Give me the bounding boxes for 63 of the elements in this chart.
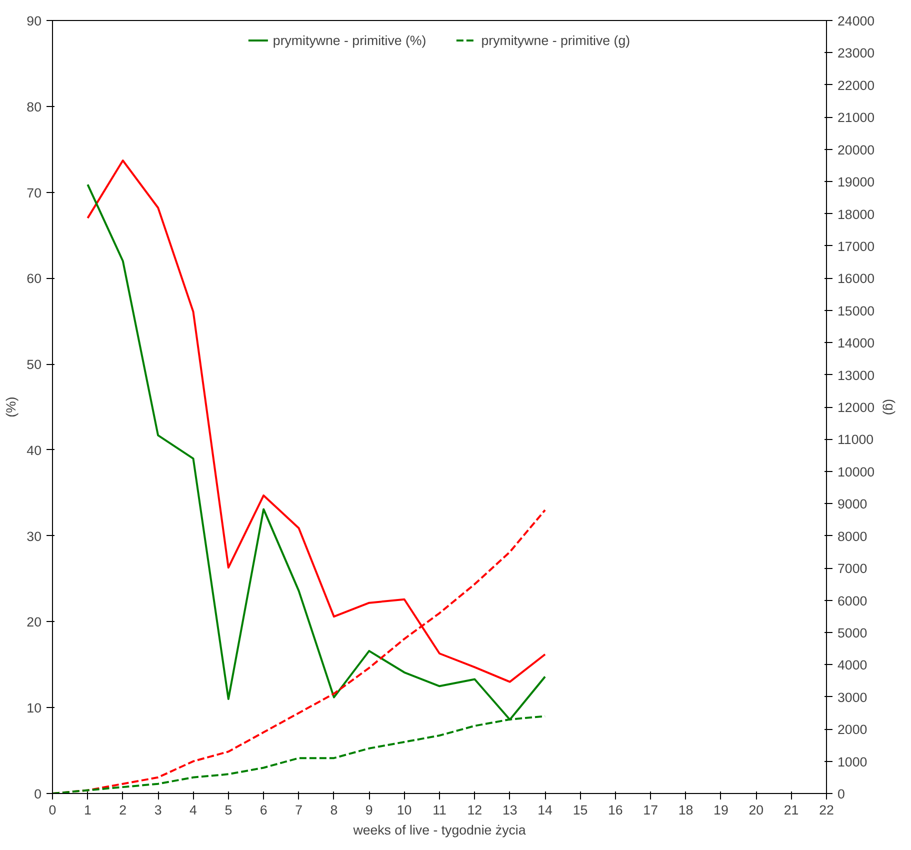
y2-tick-label: 19000 (838, 174, 875, 190)
x-tick-label: 15 (572, 802, 588, 818)
y-tick-label: 10 (26, 700, 42, 716)
y-axis-title: (%) (4, 396, 19, 418)
x-tick-label: 2 (119, 802, 127, 818)
y2-tick-label: 3000 (838, 690, 868, 705)
y2-tick-label: 14000 (838, 336, 875, 351)
y2-tick-label: 20000 (838, 142, 875, 158)
x-tick-label: 21 (784, 802, 799, 818)
x-tick-label: 13 (502, 802, 518, 818)
x-tick-label: 9 (365, 802, 373, 818)
x-tick-label: 22 (819, 802, 834, 818)
y2-tick-label: 6000 (838, 593, 868, 608)
x-tick-label: 16 (608, 802, 623, 818)
x-tick-label: 3 (154, 802, 162, 818)
y2-axis-title: (g) (882, 398, 898, 416)
x-tick-label: 5 (224, 802, 232, 818)
x-tick-label: 10 (396, 802, 412, 818)
y2-tick-label: 7000 (838, 561, 868, 576)
y-tick-label: 80 (26, 99, 42, 114)
y2-tick-label: 18000 (838, 206, 875, 222)
x-tick-label: 17 (643, 802, 658, 818)
y-tick-label: 70 (26, 185, 42, 200)
y-tick-label: 90 (26, 14, 42, 28)
y-tick-label: 30 (26, 528, 42, 544)
y2-tick-label: 4000 (838, 658, 868, 673)
x-tick-label: 4 (190, 802, 198, 818)
legend-label: prymitywne - primitive (%) (272, 32, 426, 48)
x-tick-label: 6 (260, 802, 268, 818)
y2-tick-label: 5000 (838, 625, 868, 640)
y2-tick-label: 8000 (838, 528, 868, 544)
x-tick-label: 18 (678, 802, 694, 818)
y2-tick-label: 16000 (838, 271, 875, 286)
y2-tick-label: 22000 (838, 78, 875, 93)
y2-tick-label: 21000 (838, 110, 875, 126)
x-tick-label: 7 (295, 802, 302, 818)
y2-tick-label: 15000 (838, 303, 875, 318)
y-tick-label: 20 (26, 614, 42, 630)
x-tick-label: 11 (432, 802, 446, 818)
y-tick-label: 50 (26, 357, 42, 372)
y2-tick-label: 17000 (838, 238, 875, 254)
y2-tick-label: 1000 (838, 754, 868, 770)
y-tick-label: 0 (34, 786, 42, 802)
x-tick-label: 0 (48, 802, 56, 818)
y2-tick-label: 11000 (838, 432, 874, 448)
y2-tick-label: 10000 (838, 464, 875, 480)
y2-tick-label: 24000 (838, 14, 875, 28)
y2-tick-label: 9000 (838, 496, 868, 512)
x-tick-label: 1 (84, 802, 92, 818)
legend-label: prymitywne - primitive (g) (481, 32, 630, 48)
x-tick-label: 8 (330, 802, 338, 818)
y2-tick-label: 13000 (838, 368, 875, 383)
y2-tick-label: 23000 (838, 46, 875, 61)
y-tick-label: 60 (26, 271, 42, 286)
x-tick-label: 14 (538, 802, 554, 818)
x-tick-label: 19 (714, 802, 728, 818)
x-tick-label: 20 (748, 802, 764, 818)
x-tick-label: 12 (467, 802, 482, 818)
y2-tick-label: 2000 (838, 722, 868, 738)
x-axis-title: weeks of live - tygodnie życia (352, 822, 526, 838)
y2-tick-label: 0 (838, 786, 845, 802)
y-tick-label: 40 (26, 442, 42, 458)
y2-tick-label: 12000 (838, 400, 875, 415)
